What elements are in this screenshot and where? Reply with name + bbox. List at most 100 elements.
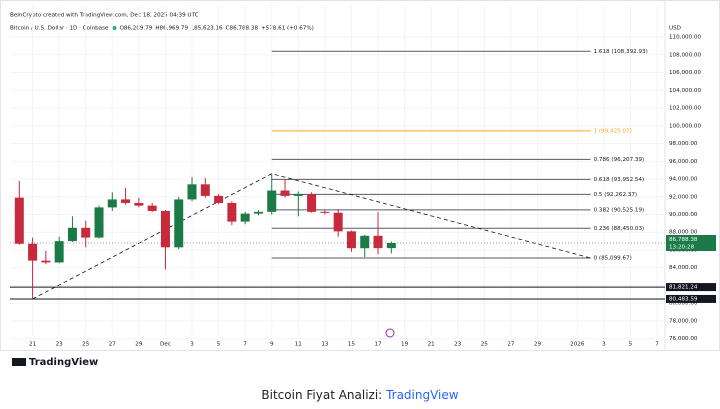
candle-body <box>333 212 343 232</box>
x-tick-label: 25 <box>481 342 489 348</box>
candle-body <box>147 205 157 211</box>
y-tick-label: 80,000.00 <box>669 301 698 307</box>
x-tick-label: Dec <box>160 342 171 348</box>
x-tick-label: 23 <box>56 342 64 348</box>
candle-body <box>373 235 383 249</box>
y-tick-label: 106,000.00 <box>669 70 701 76</box>
chart-frame <box>0 0 720 351</box>
candle-body <box>307 194 317 212</box>
currency: USD <box>669 26 681 32</box>
y-tick-label: 96,000.00 <box>669 159 698 165</box>
candle-body <box>227 202 237 222</box>
candle-body <box>160 210 170 248</box>
caption-text: Bitcoin Fiyat Analizi: <box>261 388 383 402</box>
chart: BeInCrypto created with TradingView.com,… <box>0 0 720 351</box>
ohlc-value: O86,209.79 <box>119 26 152 32</box>
price-label-box <box>666 294 716 303</box>
x-tick-label: 9 <box>270 342 274 348</box>
candle-body <box>107 199 117 208</box>
x-tick-label: 5 <box>217 342 221 348</box>
current-price-box <box>666 235 716 252</box>
y-tick-label: 100,000.00 <box>669 123 701 129</box>
fib-label: 1.618 (108,392.93) <box>594 49 648 55</box>
y-tick-label: 104,000.00 <box>669 88 701 94</box>
x-tick-label: 11 <box>295 342 303 348</box>
x-tick-label: 29 <box>135 342 143 348</box>
status-dot <box>112 26 117 30</box>
candle-body <box>293 194 303 196</box>
candle-body <box>81 227 91 238</box>
candle-body <box>14 197 24 244</box>
candle-body <box>174 199 184 248</box>
candle-body <box>54 241 64 263</box>
y-tick-label: 84,000.00 <box>669 265 698 271</box>
candle-body <box>320 211 330 213</box>
price-label: 81,821.24 <box>669 285 698 291</box>
y-tick-label: 108,000.00 <box>669 52 701 58</box>
x-tick-label: 13 <box>321 342 329 348</box>
candle-body <box>187 184 197 200</box>
x-tick-label: 7 <box>243 342 247 348</box>
x-tick-label: 23 <box>454 342 462 348</box>
candle-body <box>134 202 144 206</box>
x-tick-label: 7 <box>655 342 659 348</box>
candle-body <box>28 243 38 261</box>
y-tick-label: 92,000.00 <box>669 194 698 200</box>
x-tick-label: 17 <box>374 342 382 348</box>
y-tick-label: 88,000.00 <box>669 230 698 236</box>
y-tick-label: 90,000.00 <box>669 212 698 218</box>
candle-body <box>267 190 277 212</box>
fib-label: 0.618 (93,952.54) <box>594 177 645 183</box>
y-tick-label: 98,000.00 <box>669 141 698 147</box>
y-tick-label: 110,000.00 <box>669 35 701 41</box>
logo-text: TradingView <box>29 357 99 368</box>
candle-body <box>94 207 104 238</box>
ohlc-value: L85,623.16 <box>191 26 223 32</box>
candle-body <box>386 243 396 249</box>
y-tick-label: 94,000.00 <box>669 177 698 183</box>
fib-label: 0 (85,099.67) <box>594 255 632 261</box>
fib-label: 0.5 (92,262.37) <box>594 192 638 198</box>
current-price-label: 86,788.38 <box>669 237 698 243</box>
credit: BeInCrypto created with TradingView.com,… <box>10 13 199 19</box>
candle-body <box>360 235 370 249</box>
price-label: 80,483.59 <box>669 296 698 302</box>
x-tick-label: 3 <box>602 342 606 348</box>
x-tick-label: 19 <box>401 342 409 348</box>
x-tick-label: 27 <box>109 342 117 348</box>
candle-body <box>253 211 263 214</box>
event-icon <box>385 328 395 338</box>
candle-body <box>240 213 250 222</box>
y-tick-label: 78,000.00 <box>669 318 698 324</box>
x-tick-label: 25 <box>82 342 90 348</box>
fib-label: 0.786 (96,207.39) <box>594 157 645 163</box>
footer: TradingView Bitcoin Fiyat Analizi: Tradi… <box>0 352 720 409</box>
x-tick-label: 2026 <box>570 342 585 348</box>
fib-label: 0.236 (88,450.03) <box>594 226 645 232</box>
x-tick-label: 15 <box>348 342 356 348</box>
x-tick-label: 27 <box>507 342 515 348</box>
trend-line <box>32 173 591 300</box>
candle-body <box>346 231 356 249</box>
price-label-box <box>666 283 716 292</box>
x-tick-label: 3 <box>190 342 194 348</box>
x-tick-label: 5 <box>629 342 633 348</box>
caption-link[interactable]: TradingView <box>386 388 459 402</box>
candle-body <box>121 199 131 203</box>
logo: TradingView <box>12 357 98 368</box>
x-tick-label: 29 <box>534 342 542 348</box>
ohlc-value: C86,788.38 <box>226 26 259 32</box>
ohlc-value: H86,969.79 <box>155 26 188 32</box>
y-tick-label: 102,000.00 <box>669 106 701 112</box>
candle-body <box>200 184 210 196</box>
countdown: 13:20:28 <box>669 245 695 251</box>
y-tick-label: 76,000.00 <box>669 336 698 342</box>
caption: Bitcoin Fiyat Analizi: TradingView <box>0 388 720 402</box>
candle-body <box>280 190 290 196</box>
candle-body <box>214 195 224 203</box>
x-tick-label: 21 <box>428 342 436 348</box>
candle-body <box>67 227 77 242</box>
candle-body <box>41 260 51 263</box>
fib-label: 0.382 (90,525.19) <box>594 207 645 213</box>
